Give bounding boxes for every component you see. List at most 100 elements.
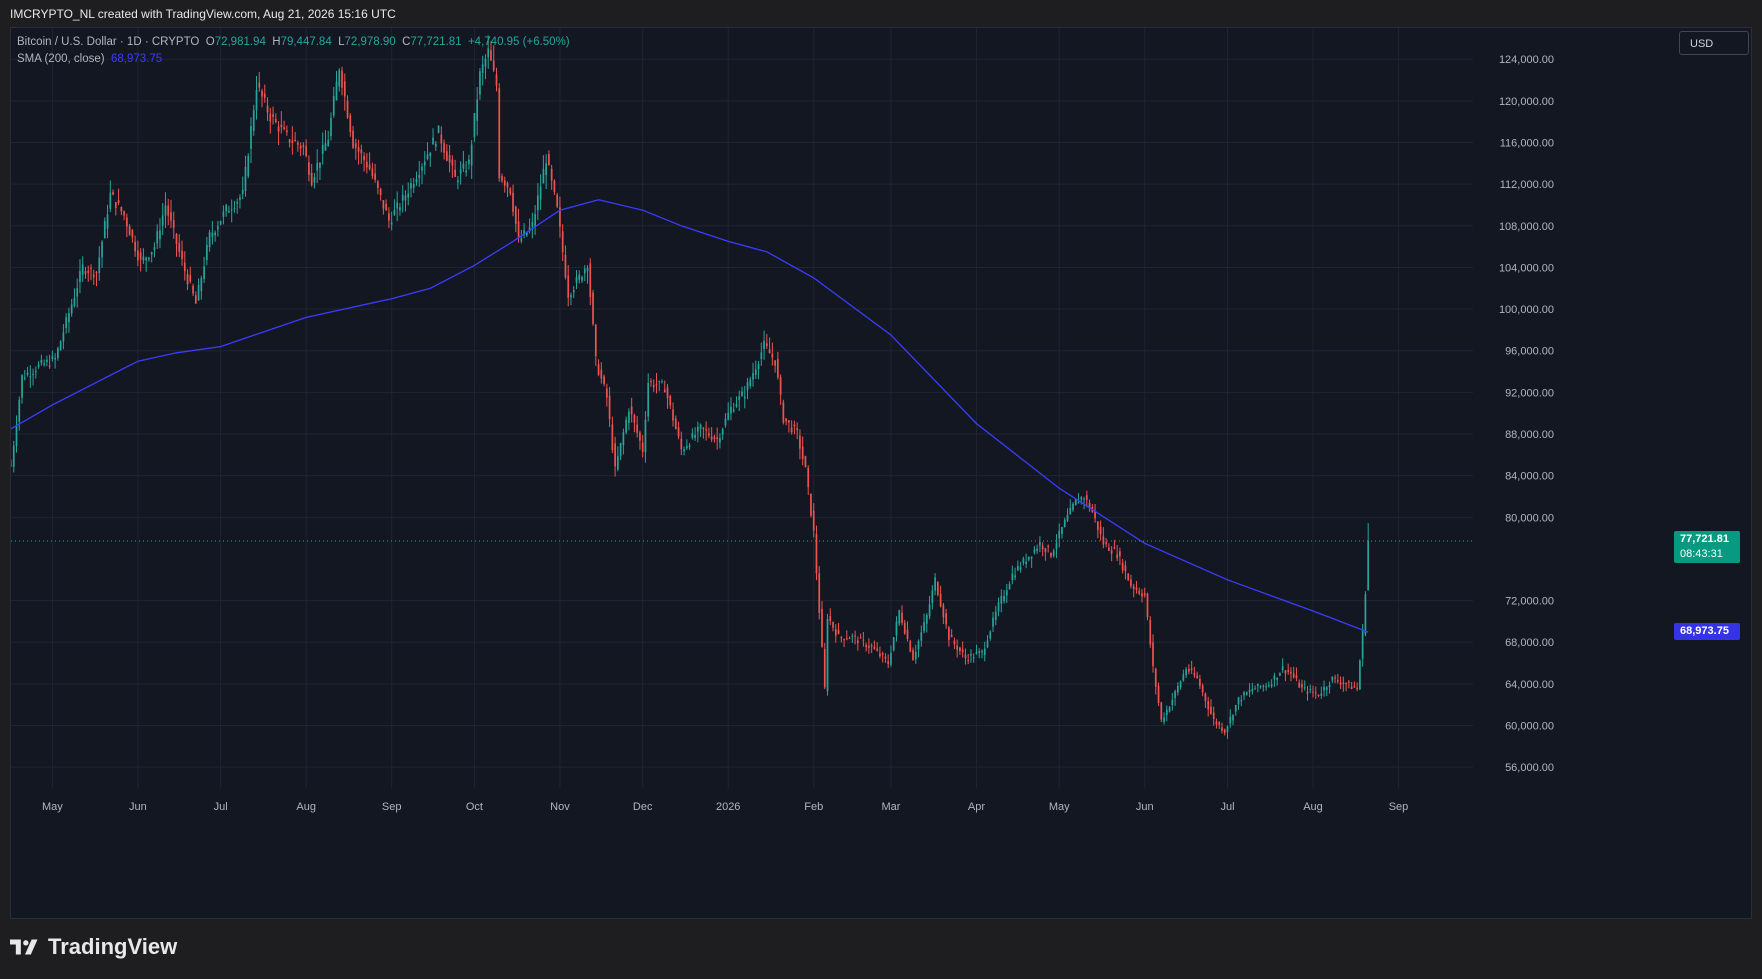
candle-body <box>685 446 688 449</box>
currency-button[interactable]: USD <box>1679 31 1749 55</box>
candle-body <box>730 406 732 414</box>
candle-body <box>539 186 542 200</box>
candle-body <box>1281 666 1284 671</box>
candle-body <box>956 645 959 650</box>
candle-body <box>716 437 719 440</box>
y-tick-label: 96,000.00 <box>1505 346 1554 358</box>
candle-body <box>586 268 589 272</box>
candle-body <box>945 613 947 625</box>
candle-body <box>1014 575 1016 578</box>
candle-body <box>592 292 594 325</box>
candle-body <box>46 359 48 362</box>
candle-body <box>1259 686 1262 688</box>
candle-body <box>1157 685 1160 704</box>
candle-body <box>73 297 76 306</box>
candle-body <box>1041 545 1044 550</box>
candle-body <box>222 211 225 217</box>
candle-body <box>230 209 233 211</box>
candle-body <box>1190 668 1193 670</box>
candle-body <box>564 254 567 278</box>
tradingview-brand[interactable]: TradingView <box>10 934 177 960</box>
candle-body <box>81 264 84 275</box>
price-chart-svg[interactable]: 124,000.00 120,000.00 116,000.00 112,000.00… <box>11 28 1751 918</box>
candle-body <box>1000 596 1003 604</box>
sma-label[interactable]: SMA (200, close) <box>17 53 105 65</box>
candle-body <box>1085 495 1088 500</box>
candle-body <box>65 317 68 329</box>
x-tick-label: Mar <box>881 801 900 813</box>
candle-body <box>476 99 479 121</box>
candle-body <box>1176 685 1179 693</box>
candle-body <box>793 424 796 427</box>
candle-body <box>777 359 779 378</box>
change-value: +4,740.95 (+6.50%) <box>467 36 570 48</box>
candle-body <box>426 154 429 160</box>
candle-body <box>29 376 32 378</box>
candle-body <box>743 396 746 399</box>
candle-body <box>407 193 410 198</box>
candle-body <box>655 383 658 385</box>
candle-body <box>40 359 43 363</box>
candle-body <box>106 214 109 229</box>
candle-body <box>537 195 539 211</box>
candle-body <box>225 205 228 212</box>
low-value: 72,978.90 <box>344 36 396 48</box>
candle-body <box>774 360 776 366</box>
candle-body <box>666 387 669 398</box>
candle-body <box>647 382 650 417</box>
candle-body <box>371 168 374 177</box>
candle-body <box>346 100 349 118</box>
candle-body <box>1328 685 1331 688</box>
candle-body <box>680 438 683 450</box>
candle-body <box>542 169 545 184</box>
candle-body <box>936 582 939 595</box>
candle-body <box>1309 689 1312 691</box>
candle-body <box>942 604 945 618</box>
candle-body <box>614 443 616 467</box>
candle-body <box>1254 688 1256 690</box>
open-value: 72,981.94 <box>214 36 266 48</box>
candle-body <box>1270 684 1273 687</box>
candle-body <box>137 250 139 261</box>
candle-body <box>1359 660 1361 690</box>
candle-body <box>959 647 961 652</box>
candle-body <box>788 420 790 423</box>
candle-body <box>961 649 964 653</box>
candle-body <box>1143 593 1146 596</box>
candle-body <box>732 409 735 412</box>
candle-body <box>437 125 440 133</box>
candle-body <box>161 215 164 226</box>
sma-price-tag: 68,973.75 <box>1674 623 1740 641</box>
candle-body <box>283 127 285 130</box>
chart-frame[interactable]: 124,000.00 120,000.00 116,000.00 112,000.00… <box>10 27 1752 919</box>
sma-200-line <box>11 199 1369 633</box>
candle-body <box>228 211 230 213</box>
candle-body <box>953 640 956 645</box>
symbol-title[interactable]: Bitcoin / U.S. Dollar · 1D · CRYPTO <box>17 36 200 48</box>
candle-body <box>1113 547 1116 549</box>
candle-body <box>236 201 239 204</box>
candle-body <box>1039 542 1041 546</box>
candle-body <box>1314 692 1317 694</box>
x-tick-label: Jul <box>1220 801 1234 813</box>
candle-body <box>895 621 898 636</box>
candle-body <box>1265 686 1267 688</box>
candle-body <box>834 629 837 636</box>
candle-body <box>727 412 730 420</box>
candle-body <box>495 74 498 86</box>
x-tick-label: Aug <box>296 801 316 813</box>
candle-body <box>189 275 192 282</box>
candle-body <box>934 577 936 591</box>
candle-body <box>876 648 879 651</box>
candle-body <box>796 428 799 430</box>
candle-body <box>1234 705 1237 712</box>
candle-body <box>843 639 845 641</box>
candle-body <box>454 169 456 177</box>
candle-body <box>799 435 801 449</box>
candle-body <box>677 427 680 437</box>
candle-body <box>1050 552 1052 557</box>
candle-body <box>443 143 445 153</box>
candle-body <box>545 163 548 176</box>
candle-body <box>865 644 867 648</box>
candle-body <box>134 241 136 252</box>
